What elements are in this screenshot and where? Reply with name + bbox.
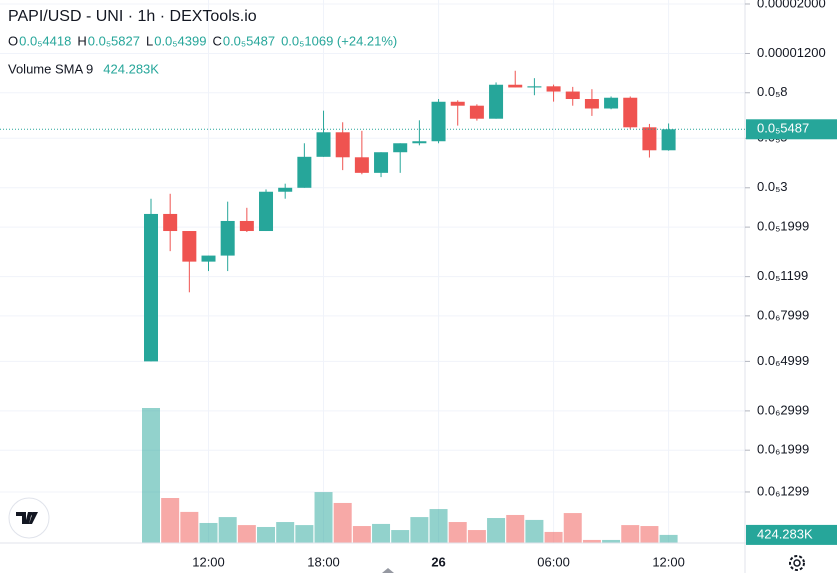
candle-body — [623, 97, 638, 128]
candle-body — [508, 84, 523, 88]
x-tick-label: 26 — [431, 554, 445, 569]
candle-body — [278, 187, 293, 192]
volume-bar — [314, 492, 333, 543]
volume-bar — [602, 539, 621, 543]
volume-bar — [544, 531, 563, 543]
volume-legend-name: Volume SMA 9 — [8, 61, 93, 76]
candle-body — [144, 213, 158, 362]
volume-bar — [429, 509, 448, 543]
volume-bar — [218, 517, 237, 543]
candle-body — [584, 99, 599, 109]
candle-body — [412, 141, 427, 144]
volume-bar — [391, 530, 410, 543]
candle-body — [661, 129, 676, 151]
y-tick-label: 0.00001200 — [757, 45, 826, 60]
y-tick-label: 0.0₅8 — [757, 84, 788, 99]
candle-body — [201, 255, 216, 262]
candle-body — [489, 84, 504, 119]
x-tick-label: 18:00 — [307, 554, 340, 569]
ohlc-label: C — [212, 33, 221, 48]
candle-body — [565, 91, 580, 100]
y-tick-label: 0.00002000 — [757, 0, 826, 10]
volume-layer — [142, 408, 678, 543]
y-tick-label: 0.0₆7999 — [757, 307, 809, 322]
candle-body — [220, 220, 235, 256]
y-tick-label: 0.0₅3 — [757, 179, 788, 194]
volume-bar — [180, 511, 199, 543]
volume-bar — [659, 534, 678, 543]
chart-title: PAPI/USD - UNI · 1h · DEXTools.io — [8, 8, 257, 25]
volume-label-box — [746, 524, 837, 545]
ohlc-value: 0.0₅5487 — [223, 33, 275, 48]
volume-bar — [276, 522, 295, 543]
candle-body — [297, 156, 312, 188]
ohlc-label: O — [8, 33, 18, 48]
ohlc-value: 0.0₅4399 — [154, 33, 206, 48]
volume-bar — [161, 498, 180, 543]
candle-body — [354, 157, 369, 173]
volume-bar — [352, 526, 371, 543]
y-tick-label: 0.0₅1199 — [757, 268, 808, 283]
volume-legend-value: 424.283K — [103, 61, 159, 76]
candle-body — [393, 143, 408, 153]
scroll-handle[interactable] — [382, 568, 394, 573]
volume-bar — [448, 522, 467, 543]
candle-body — [450, 101, 465, 106]
volume-bar — [467, 530, 486, 543]
volume-bar — [506, 514, 525, 543]
candle-body — [527, 86, 542, 88]
volume-bar — [372, 523, 391, 543]
ohlc-value: 0.0₅5827 — [88, 33, 140, 48]
volume-bar — [237, 525, 256, 543]
candle-body — [316, 132, 331, 157]
x-tick-label: 12:00 — [652, 554, 685, 569]
y-tick-label: 0.0₅1999 — [757, 219, 809, 234]
volume-bar — [199, 522, 218, 543]
candle-body — [431, 101, 446, 142]
candle-body — [374, 152, 389, 173]
y-tick-label: 0.0₆1999 — [757, 442, 809, 457]
candle-body — [604, 97, 619, 109]
volume-bar — [295, 525, 314, 543]
y-tick-label: 0.0₆2999 — [757, 402, 809, 417]
volume-bar — [333, 502, 352, 543]
candle-body — [163, 213, 178, 232]
volume-bar — [640, 526, 659, 543]
candle-body — [259, 191, 274, 232]
volume-bar — [525, 519, 544, 543]
ohlc-label: L — [146, 33, 153, 48]
volume-bar — [582, 539, 601, 543]
volume-label: 424.283K — [757, 526, 813, 541]
volume-bar — [257, 526, 276, 543]
candle-body — [546, 86, 561, 92]
ohlc-label: H — [77, 33, 86, 48]
volume-bar — [410, 517, 429, 543]
candle-body — [469, 105, 484, 119]
candle-body — [239, 220, 254, 232]
volume-bar — [563, 513, 582, 543]
grid — [0, 0, 745, 543]
change-value: 0.0₅1069 (+24.21%) — [281, 33, 397, 48]
candle-body — [182, 231, 197, 262]
legend: PAPI/USD - UNI · 1h · DEXTools.io Volume… — [8, 8, 397, 76]
candle-body — [642, 127, 657, 151]
price-label-box — [746, 119, 837, 140]
volume-bar — [621, 525, 640, 543]
x-tick-label: 06:00 — [537, 554, 570, 569]
candle-layer — [144, 70, 676, 362]
volume-bar — [142, 408, 160, 543]
tradingview-logo — [8, 497, 50, 539]
y-tick-label: 0.0₆1299 — [757, 483, 809, 498]
x-tick-label: 12:00 — [192, 554, 225, 569]
volume-bar — [487, 518, 506, 543]
price-label: 0.0₅5487 — [757, 121, 809, 136]
ohlc-value: 0.0₅4418 — [19, 33, 71, 48]
settings-icon[interactable] — [789, 555, 805, 571]
candle-body — [335, 132, 350, 158]
y-tick-label: 0.0₆4999 — [757, 353, 809, 368]
